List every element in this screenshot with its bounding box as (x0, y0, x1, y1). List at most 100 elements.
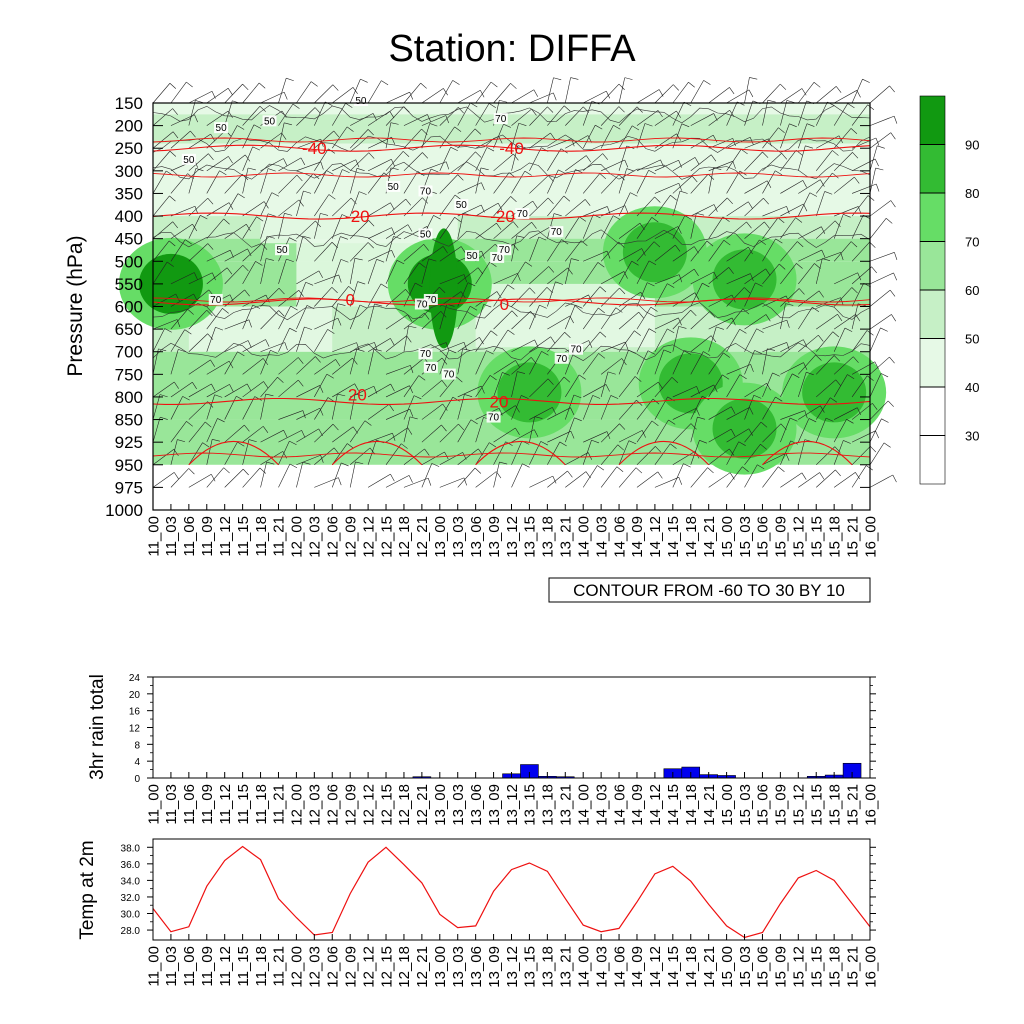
wind-barb (188, 272, 213, 285)
wind-barb-flag (518, 122, 527, 127)
wind-barb (331, 236, 341, 262)
wind-barb (654, 317, 679, 330)
wind-barb (833, 103, 849, 126)
wind-barb (242, 467, 261, 488)
wind-barb (188, 215, 201, 239)
wind-barb (349, 349, 358, 375)
wind-barb (672, 215, 686, 239)
wind-barb (672, 123, 683, 149)
temperature-contour-line-minor (152, 452, 871, 458)
wind-barb (762, 83, 781, 104)
wind-barb (529, 304, 540, 330)
wind-barb-flag (246, 383, 252, 392)
wind-barb-flag (670, 443, 677, 449)
wind-barb-flag (730, 428, 736, 437)
humidity-blob-core (497, 362, 562, 423)
wind-barb (690, 271, 714, 285)
wind-barb (583, 90, 607, 104)
wind-barb (582, 331, 601, 352)
wind-barb (170, 81, 187, 104)
wind-barb-flag (534, 429, 539, 437)
wind-barb (170, 381, 193, 398)
wind-barb-flag (423, 244, 429, 251)
wind-barb (224, 248, 248, 262)
wind-barb-flag (867, 195, 875, 201)
time-tick-label: 12_12 (360, 516, 377, 558)
colorbar-label: 80 (965, 186, 979, 201)
wind-barb (385, 106, 404, 126)
wind-barb (242, 243, 262, 262)
wind-barb (815, 258, 823, 284)
wind-barb (332, 286, 349, 307)
wind-barb-flag (732, 161, 736, 169)
wind-barb (332, 342, 357, 353)
wind-barb-flag (355, 393, 363, 397)
wind-barb (331, 394, 338, 420)
wind-barb (224, 264, 243, 285)
humidity-label-bg (454, 199, 469, 211)
wind-barb (188, 153, 209, 172)
wind-barb (851, 330, 868, 352)
wind-barb-flag (552, 475, 557, 484)
wind-barb (780, 180, 804, 194)
wind-barb (618, 192, 631, 217)
humidity-contour-line (152, 342, 871, 361)
wind-barb (654, 182, 679, 194)
wind-barb-flag (877, 145, 885, 149)
wind-barb (475, 471, 497, 488)
wind-barb-flag (407, 314, 413, 322)
humidity-contour-label: 50 (355, 96, 367, 107)
wind-barb-flag (890, 132, 896, 140)
wind-barb (385, 475, 410, 488)
surface-temperature-arch (188, 441, 279, 466)
wind-barb-flag (178, 349, 186, 353)
wind-barb-flag (185, 239, 192, 245)
wind-barb-flag (795, 217, 803, 223)
wind-barb (314, 359, 336, 375)
wind-barb-flag (489, 375, 497, 381)
wind-barb (744, 383, 767, 398)
wind-barb (547, 77, 554, 104)
wind-barb (170, 396, 183, 420)
wind-barb (547, 407, 571, 420)
wind-barb (547, 213, 555, 239)
wind-barb-flag (332, 423, 339, 431)
wind-barb-flag (563, 195, 571, 202)
wind-barb (224, 396, 237, 420)
wind-barb-flag (270, 349, 278, 354)
wind-barb-flag (688, 81, 695, 88)
time-tick-label: 15_12 (791, 946, 808, 988)
wind-barb-flag (618, 106, 625, 113)
wind-barb-flag (607, 206, 611, 215)
wind-barb-flag (328, 194, 336, 200)
wind-barb-flag (255, 261, 263, 266)
wind-barb-flag (850, 128, 858, 134)
wind-barb (744, 421, 762, 443)
time-tick-label: 13_03 (450, 516, 467, 558)
contour-info-text: CONTOUR FROM -60 TO 30 BY 10 (573, 581, 845, 600)
wind-barb (833, 214, 844, 239)
wind-barb (762, 263, 780, 285)
wind-barb-flag (367, 242, 374, 249)
wind-barb-flag (892, 474, 897, 483)
colorbar-label: 30 (965, 429, 979, 444)
wind-barb-flag (539, 304, 547, 309)
wind-barb (780, 203, 804, 217)
wind-barb (332, 87, 354, 104)
wind-barb (314, 423, 334, 443)
wind-barb (851, 283, 864, 307)
wind-barb-flag (703, 351, 711, 356)
wind-barb (780, 263, 797, 285)
wind-barb-flag (723, 352, 730, 358)
wind-barb-flag (630, 192, 638, 197)
wind-barb-flag (749, 77, 758, 80)
wind-barbs (152, 77, 898, 488)
wind-barb-flag (599, 286, 607, 293)
wind-barb-flag (623, 271, 628, 279)
time-tick-label: 13_21 (558, 516, 575, 558)
time-tick-label: 12_03 (307, 516, 324, 558)
wind-barb (708, 267, 729, 285)
time-tick-label: 15_21 (844, 784, 861, 826)
wind-barb (439, 452, 463, 466)
time-tick-label: 14_09 (629, 516, 646, 558)
